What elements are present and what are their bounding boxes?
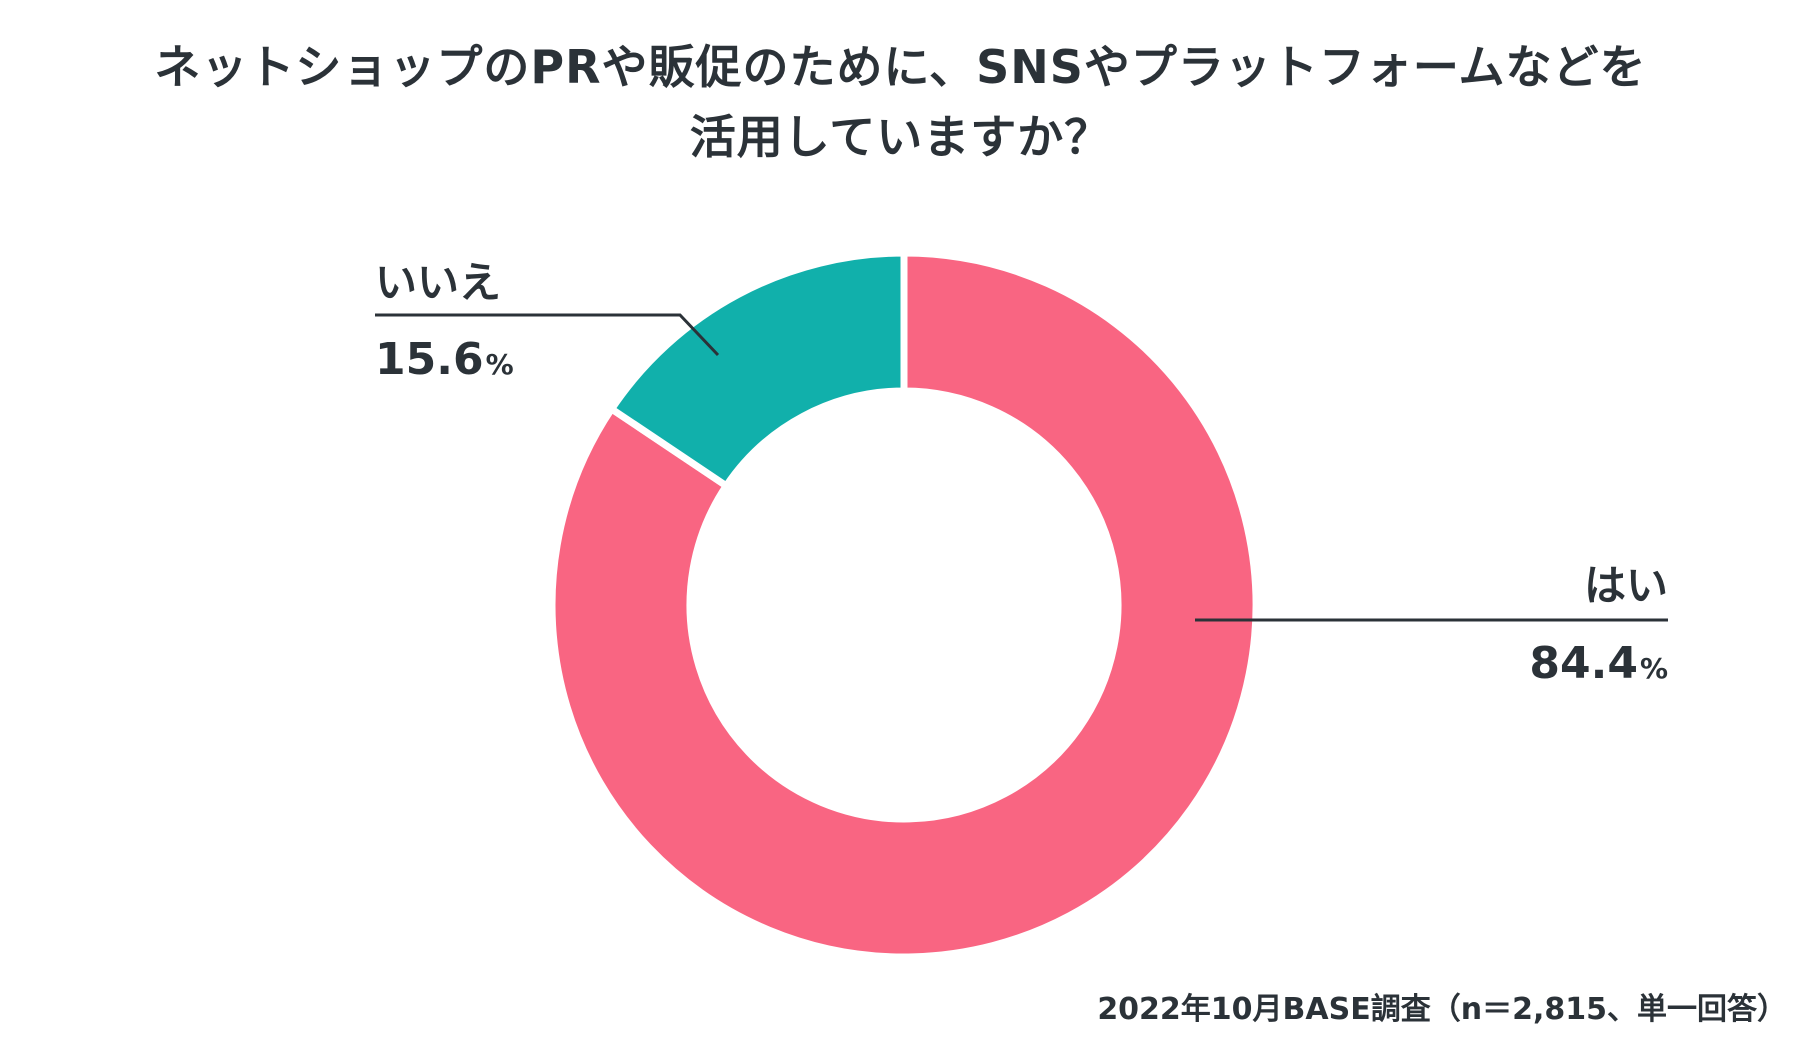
slice-value-number-no: 15.6 (375, 334, 484, 385)
slice-label-yes: はい (1584, 561, 1668, 610)
leader-line-no (375, 313, 720, 357)
slice-value-unit-no: % (486, 348, 514, 381)
slice-value-number-yes: 84.4 (1529, 638, 1638, 689)
slice-label-no: いいえ (375, 258, 501, 307)
chart-title-line-2: 活用していますか？ (689, 110, 1112, 164)
slices-layer (548, 249, 1260, 961)
slice-no (606, 249, 908, 491)
slice-value-unit-yes: % (1640, 652, 1668, 685)
chart-title: ネットショップのPRや販促のために、SNSやプラットフォームなどを 活用していま… (0, 32, 1801, 172)
slice-yes (548, 249, 1260, 961)
slice-value-yes: 84.4% (1529, 638, 1668, 689)
source-note: 2022年10月BASE調査（n＝2,815、単一回答） (1097, 992, 1787, 1027)
slice-value-no: 15.6% (375, 334, 514, 385)
chart-title-line-1: ネットショップのPRや販促のために、SNSやプラットフォームなどを (154, 40, 1647, 94)
